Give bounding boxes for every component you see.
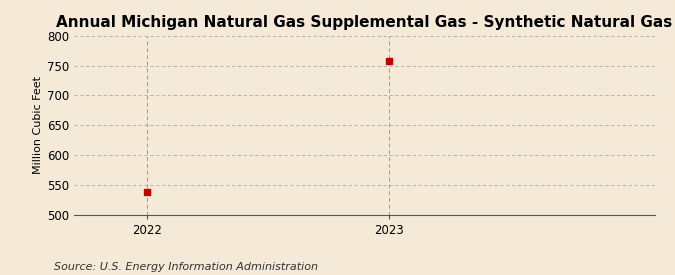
Text: Source: U.S. Energy Information Administration: Source: U.S. Energy Information Administ… — [54, 262, 318, 272]
Title: Annual Michigan Natural Gas Supplemental Gas - Synthetic Natural Gas: Annual Michigan Natural Gas Supplemental… — [57, 15, 672, 31]
Y-axis label: Million Cubic Feet: Million Cubic Feet — [33, 76, 43, 174]
